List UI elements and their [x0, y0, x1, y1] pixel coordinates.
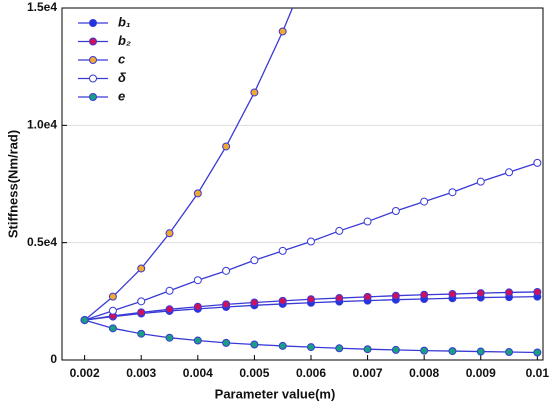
point	[420, 197, 429, 206]
point	[108, 306, 117, 315]
point	[250, 88, 259, 97]
point	[137, 264, 146, 273]
point	[250, 340, 259, 349]
point	[533, 287, 542, 296]
point	[250, 298, 259, 307]
point	[335, 344, 344, 353]
x-tick-label: 0.006	[296, 366, 326, 380]
point	[448, 290, 457, 299]
point	[137, 308, 146, 317]
y-tick-label: 1.5e4	[27, 0, 57, 14]
point	[193, 189, 202, 198]
point	[363, 217, 372, 226]
legend-label: e	[118, 88, 125, 103]
legend-label: b₁	[118, 14, 131, 29]
plot-frame	[61, 7, 544, 361]
x-tick-label: 0.005	[239, 366, 269, 380]
series-line	[84, 8, 294, 321]
legend-label: δ	[118, 70, 126, 85]
point	[505, 168, 514, 177]
point	[80, 316, 89, 325]
point	[165, 229, 174, 238]
point	[222, 142, 231, 151]
point	[533, 348, 542, 357]
x-tick-label: 0.009	[466, 366, 496, 380]
point	[306, 237, 315, 246]
point	[391, 345, 400, 354]
point	[476, 177, 485, 186]
point	[505, 348, 514, 357]
legend-label: b₂	[118, 33, 131, 48]
point	[391, 291, 400, 300]
point	[420, 290, 429, 299]
point	[363, 292, 372, 301]
point	[363, 345, 372, 354]
point	[306, 343, 315, 352]
point	[278, 27, 287, 36]
point	[165, 305, 174, 314]
point	[335, 294, 344, 303]
point	[108, 324, 117, 333]
point	[193, 302, 202, 311]
y-tick-label: 0.5e4	[27, 235, 57, 249]
legend-marker	[89, 19, 97, 27]
legend-marker	[89, 74, 97, 83]
point	[505, 288, 514, 297]
plot-area	[80, 8, 542, 357]
point	[476, 289, 485, 298]
point	[306, 295, 315, 304]
legend-marker	[89, 56, 97, 64]
point	[250, 256, 259, 265]
point	[165, 286, 174, 295]
legend-marker	[89, 37, 97, 46]
x-tick-label: 0.008	[409, 366, 439, 380]
point	[193, 336, 202, 345]
x-tick-label: 0.007	[353, 366, 383, 380]
point	[278, 296, 287, 305]
x-tick-label: 0.002	[70, 366, 100, 380]
point	[165, 333, 174, 342]
point	[222, 300, 231, 309]
point	[108, 292, 117, 301]
y-tick-label: 1.0e4	[27, 118, 57, 132]
point	[222, 266, 231, 275]
point	[391, 206, 400, 215]
point	[193, 276, 202, 285]
x-tick-label: 0.01	[526, 366, 550, 380]
legend-label: c	[118, 51, 126, 66]
point	[420, 346, 429, 355]
point	[335, 226, 344, 235]
point	[222, 338, 231, 347]
point	[278, 341, 287, 350]
legend-marker	[89, 93, 97, 101]
point	[137, 297, 146, 306]
x-axis-label: Parameter value(m)	[215, 386, 336, 401]
y-tick-label: 0	[50, 352, 57, 366]
point	[137, 329, 146, 338]
x-tick-label: 0.003	[126, 366, 156, 380]
point	[448, 347, 457, 356]
point	[533, 158, 542, 167]
x-tick-label: 0.004	[183, 366, 213, 380]
point	[278, 246, 287, 255]
point	[476, 347, 485, 356]
y-axis-label: Stiffness(Nm/rad)	[5, 130, 20, 238]
point	[448, 188, 457, 197]
